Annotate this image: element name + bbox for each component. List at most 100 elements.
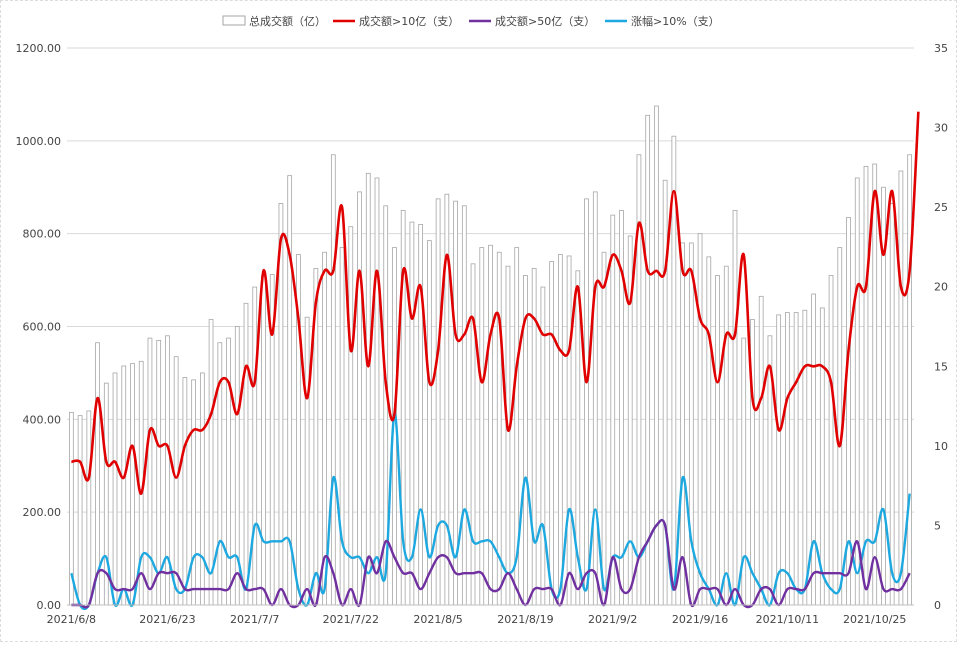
bar	[461, 205, 467, 606]
bar	[680, 242, 685, 606]
bar	[199, 372, 205, 606]
bar	[898, 170, 904, 606]
bar	[77, 415, 83, 606]
right-tick-label: 15	[934, 360, 948, 373]
bar	[592, 191, 598, 606]
left-tick-label: 1200.00	[16, 42, 62, 55]
bar	[374, 177, 380, 606]
bar	[785, 312, 790, 606]
line-gt50yi	[71, 518, 911, 609]
bar	[479, 247, 485, 606]
bar	[584, 198, 589, 606]
bar	[811, 293, 816, 606]
bar	[191, 379, 196, 606]
line-gain-gt10pct	[70, 412, 911, 611]
legend-item: 涨幅>10%（支）	[605, 15, 720, 28]
line-gt10yi	[71, 111, 920, 495]
bar	[610, 214, 616, 606]
bar	[758, 295, 764, 606]
x-tick-label: 2021/9/16	[672, 613, 728, 626]
right-tick-label: 35	[934, 42, 948, 55]
bar	[907, 154, 912, 606]
left-tick-label: 600.00	[23, 321, 62, 334]
legend-label: 成交额>50亿（支）	[495, 14, 595, 28]
legend-item: 成交额>10亿（支）	[333, 14, 459, 28]
bar	[182, 377, 188, 606]
legend: 总成交额（亿） 成交额>10亿（支） 成交额>50亿（支） 涨幅>10%（支）	[222, 14, 720, 28]
bar	[348, 226, 354, 606]
line-series-group	[70, 111, 920, 611]
x-tick-label: 2021/7/22	[323, 613, 379, 626]
bar	[121, 365, 127, 606]
left-tick-label: 800.00	[23, 228, 62, 241]
x-tick-label: 2021/7/7	[230, 613, 279, 626]
bar	[435, 198, 441, 606]
bar	[304, 316, 310, 606]
x-tick-label: 2021/8/5	[413, 613, 462, 626]
bar	[365, 172, 371, 606]
bar	[165, 335, 170, 606]
bar	[357, 191, 362, 606]
left-tick-label: 1000.00	[16, 135, 62, 148]
bar	[322, 251, 327, 606]
left-tick-label: 400.00	[23, 413, 62, 426]
bar	[112, 372, 118, 606]
bar	[715, 275, 720, 606]
right-tick-label: 0	[934, 599, 941, 612]
x-tick-label: 2021/6/23	[139, 613, 195, 626]
x-tick-label: 2021/6/8	[47, 613, 96, 626]
legend-label: 涨幅>10%（支）	[631, 15, 720, 28]
bar	[339, 247, 345, 606]
bar	[654, 105, 659, 606]
bar	[828, 275, 834, 606]
bar	[549, 261, 554, 606]
bar	[252, 286, 258, 606]
bar	[776, 314, 782, 606]
bar	[330, 154, 336, 606]
bar	[732, 210, 738, 606]
bar	[837, 247, 843, 606]
bar	[505, 265, 511, 606]
axes: 0.00 200.00 400.00 600.00 800.00 1000.00 1200.…	[16, 42, 949, 626]
bar	[261, 275, 266, 606]
bar	[147, 337, 153, 606]
left-tick-label: 0.00	[37, 599, 62, 612]
bar	[645, 114, 651, 606]
legend-label: 成交额>10亿（支）	[359, 14, 459, 28]
right-tick-label: 30	[934, 122, 948, 135]
legend-swatch	[222, 15, 246, 26]
bar	[86, 410, 92, 606]
bar	[706, 256, 712, 606]
bar	[697, 233, 703, 606]
right-tick-label: 25	[934, 201, 948, 214]
bar	[601, 251, 607, 606]
left-tick-label: 200.00	[23, 506, 62, 519]
bar	[130, 363, 135, 606]
bar	[819, 307, 825, 606]
bar	[723, 265, 729, 606]
bar	[208, 319, 214, 606]
legend-item: 成交额>50亿（支）	[469, 14, 595, 28]
x-tick-label: 2021/8/19	[497, 613, 553, 626]
right-tick-label: 20	[934, 281, 948, 294]
bar	[802, 309, 808, 606]
bar	[173, 356, 179, 606]
x-tick-label: 2021/10/11	[756, 613, 819, 626]
bar	[453, 200, 458, 606]
bar	[566, 255, 572, 606]
bar	[418, 223, 424, 606]
bar	[470, 263, 476, 606]
bar	[793, 312, 799, 606]
bar	[671, 135, 677, 606]
x-tick-label: 2021/9/2	[588, 613, 637, 626]
bar	[557, 254, 563, 606]
bar	[156, 340, 162, 606]
x-tick-label: 2021/10/25	[843, 613, 906, 626]
bar-series-total	[69, 105, 912, 606]
bar	[889, 203, 895, 606]
bar	[226, 337, 231, 606]
right-tick-label: 10	[934, 440, 948, 453]
right-tick-label: 5	[934, 519, 941, 532]
